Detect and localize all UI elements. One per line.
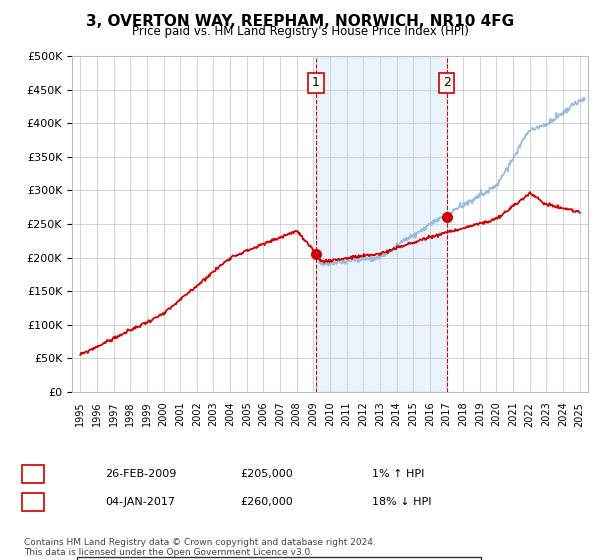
Text: £205,000: £205,000	[240, 469, 293, 479]
Text: £260,000: £260,000	[240, 497, 293, 507]
Text: Price paid vs. HM Land Registry's House Price Index (HPI): Price paid vs. HM Land Registry's House …	[131, 25, 469, 38]
Text: 26-FEB-2009: 26-FEB-2009	[105, 469, 176, 479]
Bar	[316, 56, 446, 392]
Legend: 3, OVERTON WAY, REEPHAM, NORWICH, NR10 4FG (detached house), HPI: Average price,: 3, OVERTON WAY, REEPHAM, NORWICH, NR10 4…	[77, 557, 481, 560]
Text: 2: 2	[29, 497, 37, 507]
Text: 1: 1	[29, 469, 37, 479]
Text: 04-JAN-2017: 04-JAN-2017	[105, 497, 175, 507]
Text: 2: 2	[443, 76, 451, 90]
Text: 18% ↓ HPI: 18% ↓ HPI	[372, 497, 431, 507]
Text: Contains HM Land Registry data © Crown copyright and database right 2024.
This d: Contains HM Land Registry data © Crown c…	[24, 538, 376, 557]
Text: 3, OVERTON WAY, REEPHAM, NORWICH, NR10 4FG: 3, OVERTON WAY, REEPHAM, NORWICH, NR10 4…	[86, 14, 514, 29]
Text: 1: 1	[312, 76, 320, 90]
Text: 1% ↑ HPI: 1% ↑ HPI	[372, 469, 424, 479]
